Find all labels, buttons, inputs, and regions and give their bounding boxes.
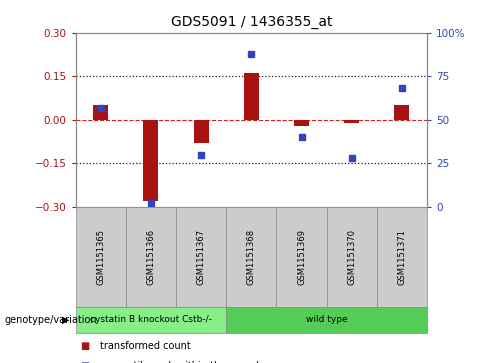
- Bar: [244, 73, 259, 120]
- Text: ▶: ▶: [62, 315, 70, 325]
- Text: GSM1151365: GSM1151365: [96, 229, 105, 285]
- Text: cystatin B knockout Cstb-/-: cystatin B knockout Cstb-/-: [90, 315, 212, 324]
- Bar: [194, 120, 209, 143]
- Bar: [344, 120, 359, 123]
- Text: GSM1151368: GSM1151368: [247, 229, 256, 285]
- Bar: [93, 105, 108, 120]
- Text: genotype/variation: genotype/variation: [5, 315, 98, 325]
- Title: GDS5091 / 1436355_at: GDS5091 / 1436355_at: [171, 15, 332, 29]
- Text: GSM1151366: GSM1151366: [146, 229, 156, 285]
- Text: GSM1151367: GSM1151367: [197, 229, 205, 285]
- Text: transformed count: transformed count: [100, 340, 191, 351]
- Text: GSM1151369: GSM1151369: [297, 229, 306, 285]
- Bar: [394, 105, 409, 120]
- Bar: [294, 120, 309, 126]
- Text: GSM1151370: GSM1151370: [347, 229, 356, 285]
- Text: ■: ■: [81, 340, 90, 351]
- Text: wild type: wild type: [306, 315, 347, 324]
- Text: GSM1151371: GSM1151371: [397, 229, 407, 285]
- Bar: [143, 120, 159, 201]
- Text: ■: ■: [81, 360, 90, 363]
- Text: percentile rank within the sample: percentile rank within the sample: [100, 360, 265, 363]
